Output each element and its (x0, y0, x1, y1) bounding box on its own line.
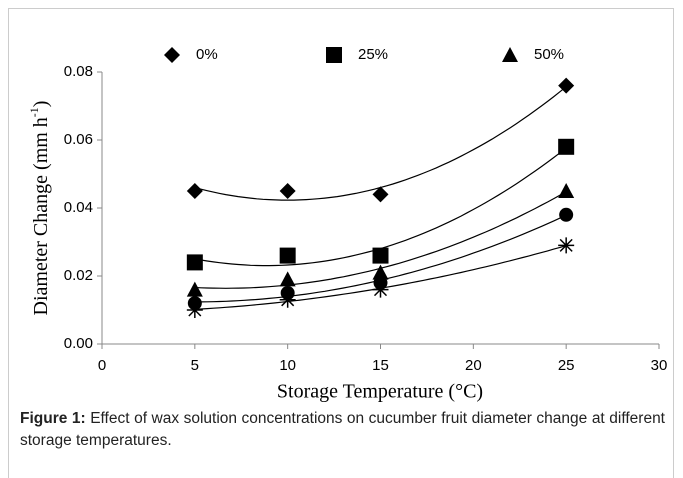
y-tick-label: 0.04 (64, 199, 93, 216)
marker-star (279, 291, 296, 308)
marker-triangle (372, 264, 389, 280)
marker-square (279, 247, 296, 264)
chart: Storage Temperature (°C) Diameter Change… (27, 46, 668, 403)
frame (8, 8, 674, 478)
marker-diamond (279, 183, 296, 199)
y-axis-label-text: Diameter Change (mm h (30, 117, 52, 315)
x-tick-label: 10 (279, 357, 296, 374)
y-tick-label: 0.08 (64, 63, 93, 80)
caption-label: Figure 1: (20, 410, 86, 427)
y-axis-label-sup: -1 (27, 107, 41, 117)
marker-triangle (502, 47, 518, 62)
caption: Figure 1: Effect of wax solution concent… (20, 408, 665, 452)
x-axis-label: Storage Temperature (°C) (277, 381, 483, 403)
x-tick-label: 0 (98, 357, 106, 374)
marker-diamond (164, 47, 180, 63)
marker-diamond (372, 186, 389, 203)
y-tick-label: 0.00 (64, 335, 93, 352)
marker-star (372, 281, 389, 298)
marker-square (326, 47, 342, 63)
trendline (194, 86, 567, 201)
x-tick-label: 30 (651, 357, 668, 374)
y-axis-label-end: ) (30, 101, 52, 108)
y-axis-label: Diameter Change (mm h-1) (27, 101, 52, 316)
marker-star (558, 237, 575, 254)
legend-label: 0% (196, 46, 218, 63)
marker-diamond (186, 183, 203, 199)
y-tick-label: 0.02 (64, 267, 93, 284)
marker-square (558, 138, 575, 155)
x-tick-label: 20 (465, 357, 482, 374)
legend-label: 25% (358, 46, 388, 63)
marker-triangle (279, 271, 296, 287)
x-tick-label: 5 (191, 357, 199, 374)
x-tick-label: 15 (372, 357, 389, 374)
marker-circle (559, 207, 574, 222)
x-tick-label: 25 (558, 357, 575, 374)
marker-square (186, 254, 203, 271)
legend-label: 50% (534, 46, 564, 63)
marker-triangle (186, 281, 203, 297)
marker-square (372, 247, 389, 264)
marker-star (186, 302, 203, 318)
caption-text: Effect of wax solution concentrations on… (20, 410, 665, 449)
y-tick-label: 0.06 (64, 131, 93, 148)
marker-triangle (558, 183, 575, 198)
marker-diamond (558, 77, 575, 94)
